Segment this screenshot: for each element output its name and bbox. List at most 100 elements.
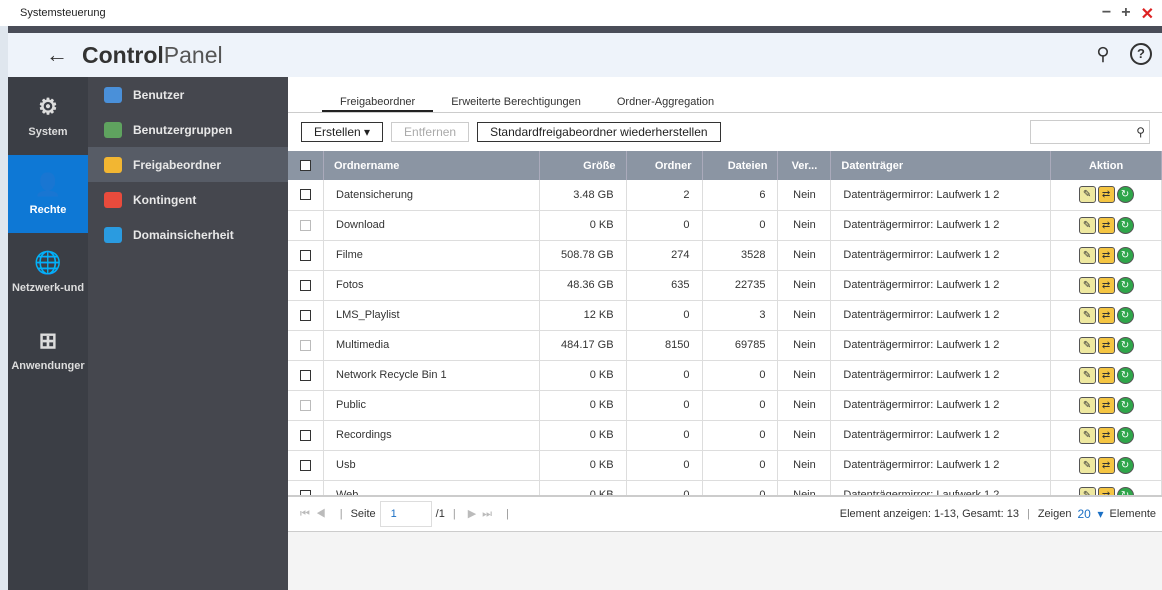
table-row[interactable]: Public 0 KB 0 0 Nein Datenträgermirror: Laufw… [288,390,1162,421]
row-checkbox[interactable] [300,459,311,471]
search-input[interactable]: ⚲ [1030,120,1150,144]
permissions-icon[interactable]: ⇄ [1097,336,1115,354]
refresh-icon[interactable]: ↻ [1116,456,1134,474]
tab-1[interactable]: Erweiterte Berechtigungen [451,96,581,108]
row-select[interactable] [288,210,324,241]
back-arrow-icon[interactable]: ← [46,42,68,67]
remove-button[interactable]: Entfernen [391,122,470,142]
row-select[interactable] [288,480,324,495]
maximize-button[interactable]: + [1121,4,1131,21]
column-header[interactable]: Ordner [626,151,703,180]
refresh-icon[interactable]: ↻ [1116,486,1134,495]
row-checkbox[interactable] [300,249,311,261]
column-header[interactable]: Aktion [1050,151,1162,180]
rail-item-1[interactable]: 👤 Rechte [8,155,88,233]
refresh-icon[interactable]: ↻ [1116,396,1134,414]
table-row[interactable]: Download 0 KB 0 0 Nein Datenträgermirror: Lau… [288,210,1162,241]
edit-icon[interactable]: ✎ [1078,366,1096,384]
column-header[interactable]: Datenträger [830,151,1052,180]
table-row[interactable]: Usb 0 KB 0 0 Nein Datenträgermirror: Laufwerk… [288,450,1162,481]
table-row[interactable]: Fotos 48.36 GB 635 22735 Nein Datenträgermirr… [288,270,1162,301]
row-checkbox[interactable] [300,219,311,231]
column-header[interactable]: Ver... [777,151,832,180]
row-select[interactable] [288,270,324,301]
refresh-icon[interactable]: ↻ [1116,216,1134,234]
table-row[interactable]: LMS_Playlist 12 KB 0 3 Nein Datenträgermirror… [288,300,1162,331]
table-row[interactable]: Recordings 0 KB 0 0 Nein Datenträgermirror: L… [288,420,1162,451]
permissions-icon[interactable]: ⇄ [1097,366,1115,384]
create-button[interactable]: Erstellen ▾ [301,122,384,142]
edit-icon[interactable]: ✎ [1078,216,1096,234]
refresh-icon[interactable]: ↻ [1116,306,1134,324]
row-select[interactable] [288,240,324,271]
permissions-icon[interactable]: ⇄ [1097,186,1115,204]
submenu-item-1[interactable]: Benutzergruppen [88,112,288,147]
row-select[interactable] [288,180,324,211]
row-select[interactable] [288,300,324,331]
submenu-item-2[interactable]: Freigabeordner [88,147,288,182]
permissions-icon[interactable]: ⇄ [1097,306,1115,324]
submenu-item-3[interactable]: Kontingent [88,182,288,217]
column-header[interactable]: Ordnername [323,151,540,180]
search-icon[interactable]: ⚲ [1096,44,1110,64]
permissions-icon[interactable]: ⇄ [1097,486,1115,495]
select-all-cell[interactable] [288,151,324,180]
row-checkbox[interactable] [300,279,311,291]
refresh-icon[interactable]: ↻ [1116,276,1134,294]
per-page-select[interactable]: 20 ▾ [1077,507,1104,521]
first-prev-page-buttons[interactable]: ⏮◀ [300,507,332,520]
restore-default-folders-button[interactable]: Standardfreigabeordner wiederherstellen [477,122,721,142]
row-select[interactable] [288,360,324,391]
refresh-icon[interactable]: ↻ [1116,246,1134,264]
row-select[interactable] [288,330,324,361]
tab-2[interactable]: Ordner-Aggregation [616,96,715,108]
row-checkbox[interactable] [300,309,311,321]
rail-item-3[interactable]: ⊞ Anwendunger [8,311,88,389]
rail-item-0[interactable]: ⚙ System [8,77,88,155]
submenu-item-0[interactable]: Benutzer [88,77,288,112]
permissions-icon[interactable]: ⇄ [1097,276,1115,294]
edit-icon[interactable]: ✎ [1078,426,1096,444]
edit-icon[interactable]: ✎ [1078,486,1096,495]
edit-icon[interactable]: ✎ [1078,186,1096,204]
refresh-icon[interactable]: ↻ [1116,426,1134,444]
column-header[interactable]: Größe [539,151,627,180]
row-checkbox[interactable] [300,399,311,411]
edit-icon[interactable]: ✎ [1078,396,1096,414]
column-header[interactable]: Dateien [702,151,779,180]
permissions-icon[interactable]: ⇄ [1097,426,1115,444]
select-all-checkbox[interactable] [300,160,311,172]
row-checkbox[interactable] [300,369,311,381]
refresh-icon[interactable]: ↻ [1116,336,1134,354]
permissions-icon[interactable]: ⇄ [1097,396,1115,414]
tab-0[interactable]: Freigabeordner [322,95,434,112]
permissions-icon[interactable]: ⇄ [1097,216,1115,234]
row-select[interactable] [288,450,324,481]
row-checkbox[interactable] [300,189,311,201]
row-checkbox[interactable] [300,429,311,441]
table-row[interactable]: Filme 508.78 GB 274 3528 Nein Datenträgermirr… [288,240,1162,271]
row-checkbox[interactable] [300,339,311,351]
row-select[interactable] [288,390,324,421]
table-row[interactable]: Web 0 KB 0 0 Nein Datenträgermirror: Laufwerk… [288,480,1162,495]
table-row[interactable]: Datensicherung 3.48 GB 2 6 Nein Datenträgermi… [288,180,1162,211]
row-select[interactable] [288,420,324,451]
row-checkbox[interactable] [300,489,311,495]
submenu-item-4[interactable]: Domainsicherheit [88,217,288,252]
edit-icon[interactable]: ✎ [1078,276,1096,294]
refresh-icon[interactable]: ↻ [1116,366,1134,384]
edit-icon[interactable]: ✎ [1078,456,1096,474]
next-last-page-buttons[interactable]: ▶⏭ [467,508,499,520]
edit-icon[interactable]: ✎ [1078,246,1096,264]
edit-icon[interactable]: ✎ [1078,306,1096,324]
help-icon[interactable]: ? [1130,43,1152,65]
edit-icon[interactable]: ✎ [1078,336,1096,354]
rail-item-2[interactable]: 🌐 Netzwerk-und [8,233,88,311]
minimize-button[interactable]: − [1101,4,1112,21]
refresh-icon[interactable]: ↻ [1116,186,1134,204]
table-row[interactable]: Multimedia 484.17 GB 8150 69785 Nein Datenträ… [288,330,1162,361]
permissions-icon[interactable]: ⇄ [1097,246,1115,264]
close-button[interactable]: ✕ [1140,6,1154,23]
page-input[interactable]: 1 [379,501,432,527]
